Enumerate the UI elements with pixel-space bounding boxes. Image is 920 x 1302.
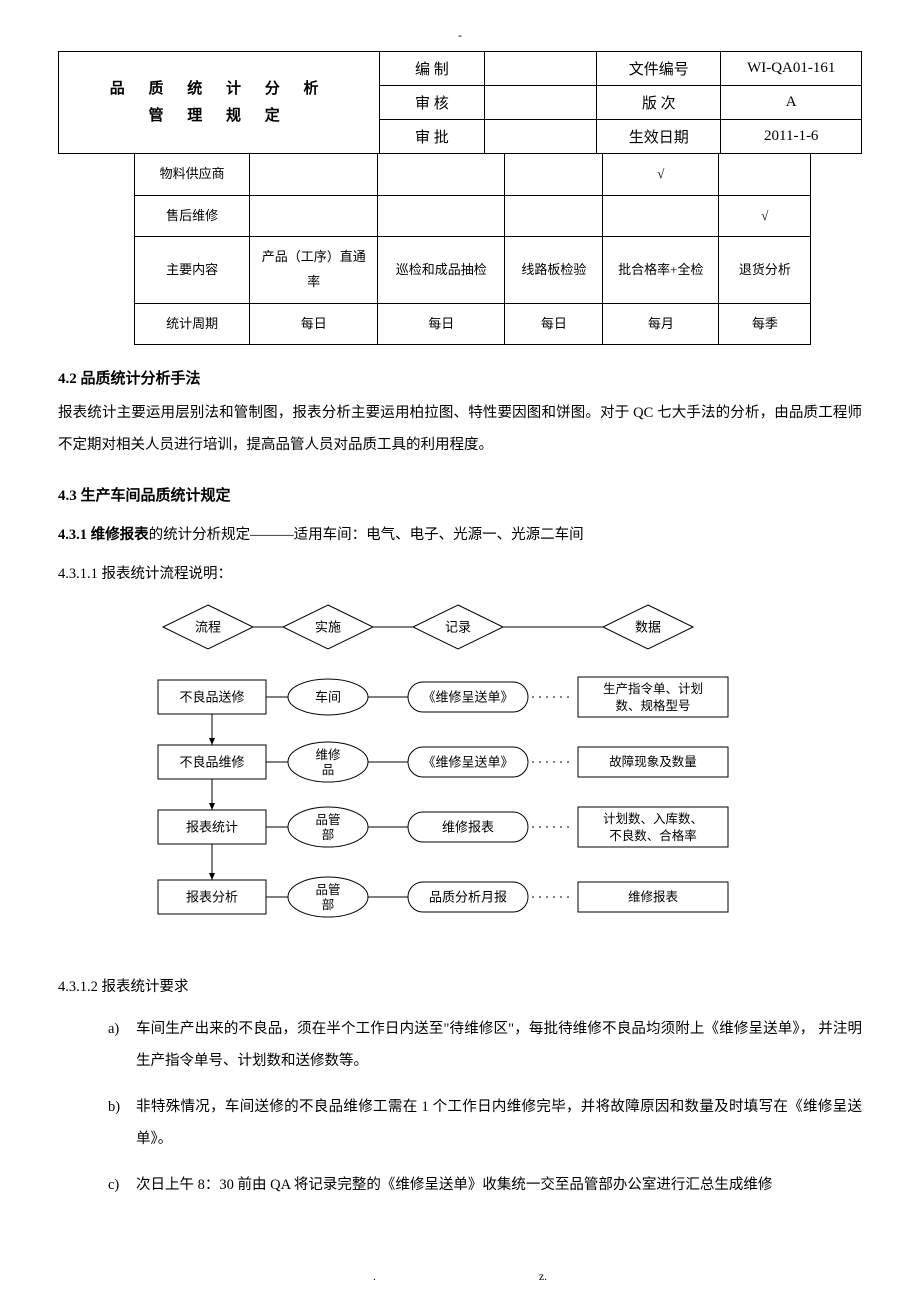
hdr-1-value [484, 86, 596, 120]
cell: 每月 [603, 303, 719, 345]
cell [603, 195, 719, 237]
doc-title: 品 质 统 计 分 析 管 理 规 定 [59, 52, 380, 154]
svg-text:维修: 维修 [315, 747, 341, 762]
cell [719, 154, 811, 196]
requirement-list: a) 车间生产出来的不良品，须在半个工作日内送至"待维修区"，每批待维修不良品均… [108, 1014, 862, 1201]
table-row: 物料供应商 √ [58, 154, 862, 196]
section-42-heading: 4.2 品质统计分析手法 [58, 367, 862, 388]
header-table: 品 质 统 计 分 析 管 理 规 定 编 制 文件编号 WI-QA01-161… [58, 51, 862, 154]
svg-text:报表统计: 报表统计 [186, 820, 238, 835]
svg-text:品管: 品管 [315, 882, 340, 897]
cell [378, 195, 505, 237]
cell: 每季 [719, 303, 811, 345]
svg-text:记录: 记录 [445, 620, 471, 635]
table-row: 主要内容 产品（工序）直通率 巡检和成品抽检 线路板检验 批合格率+全检 退货分… [58, 237, 862, 303]
cell: 售后维修 [134, 195, 250, 237]
footer-right: z. [539, 1269, 547, 1283]
cell [250, 195, 378, 237]
page: - 品 质 统 计 分 析 管 理 规 定 编 制 文件编号 WI-QA01-1… [0, 0, 920, 1302]
top-dash: - [58, 28, 862, 43]
svg-text:《维修呈送单》: 《维修呈送单》 [422, 690, 513, 705]
table-row: 售后维修 √ [58, 195, 862, 237]
svg-text:流程: 流程 [195, 620, 221, 635]
cell: 产品（工序）直通率 [250, 237, 378, 303]
hdr-0-rlabel: 文件编号 [596, 52, 720, 86]
svg-text:不良数、合格率: 不良数、合格率 [609, 828, 697, 843]
hdr-0-label: 编 制 [380, 52, 484, 86]
svg-text:报表分析: 报表分析 [186, 890, 238, 905]
hdr-1-label: 审 核 [380, 86, 484, 120]
section-4311-heading: 4.3.1.1 报表统计流程说明： [58, 562, 862, 583]
cell: 统计周期 [134, 303, 250, 345]
cell: 物料供应商 [134, 154, 250, 196]
cell: √ [603, 154, 719, 196]
cell: 巡检和成品抽检 [378, 237, 505, 303]
cell: 每日 [250, 303, 378, 345]
section-42-paragraph: 报表统计主要运用层别法和管制图，报表分析主要运用柏拉图、特性要因图和饼图。对于 … [58, 398, 862, 462]
cell [505, 154, 603, 196]
cell: 批合格率+全检 [603, 237, 719, 303]
hdr-0-value [484, 52, 596, 86]
hdr-2-label: 审 批 [380, 120, 484, 154]
svg-text:部: 部 [322, 827, 335, 842]
item-body: 非特殊情况，车间送修的不良品维修工需在 1 个工作日内维修完毕，并将故障原因和数… [136, 1092, 862, 1156]
svg-text:实施: 实施 [315, 620, 341, 635]
cell: 退货分析 [719, 237, 811, 303]
cell: √ [719, 195, 811, 237]
svg-text:数、规格型号: 数、规格型号 [615, 698, 690, 713]
cell [378, 154, 505, 196]
list-item: b) 非特殊情况，车间送修的不良品维修工需在 1 个工作日内维修完毕，并将故障原… [108, 1092, 862, 1156]
hdr-2-rlabel: 生效日期 [596, 120, 720, 154]
svg-text:《维修呈送单》: 《维修呈送单》 [422, 755, 513, 770]
hdr-1-rvalue: A [721, 86, 862, 120]
cell: 线路板检验 [505, 237, 603, 303]
cell [505, 195, 603, 237]
list-item: c) 次日上午 8：30 前由 QA 将记录完整的《维修呈送单》收集统一交至品管… [108, 1170, 862, 1202]
hdr-2-value [484, 120, 596, 154]
cell: 每日 [505, 303, 603, 345]
section-43-heading: 4.3 生产车间品质统计规定 [58, 484, 862, 505]
footer-left: . [373, 1269, 376, 1283]
svg-text:不良品送修: 不良品送修 [179, 690, 244, 705]
svg-text:品质分析月报: 品质分析月报 [429, 890, 507, 905]
flowchart-svg: 流程实施记录数据不良品送修车间《维修呈送单》生产指令单、计划数、规格型号不良品维… [118, 597, 758, 957]
hdr-2-rvalue: 2011-1-6 [721, 120, 862, 154]
hdr-1-rlabel: 版 次 [596, 86, 720, 120]
item-label: b) [108, 1092, 136, 1156]
section-431-bold: 4.3.1 维修报表 [58, 527, 149, 543]
title-line1: 品 质 统 计 分 析 [63, 76, 375, 103]
svg-text:生产指令单、计划: 生产指令单、计划 [603, 681, 703, 696]
flowchart: 流程实施记录数据不良品送修车间《维修呈送单》生产指令单、计划数、规格型号不良品维… [118, 597, 758, 957]
svg-text:维修报表: 维修报表 [442, 820, 494, 835]
svg-text:部: 部 [322, 897, 335, 912]
svg-text:品: 品 [322, 763, 335, 777]
cell [250, 154, 378, 196]
item-body: 车间生产出来的不良品，须在半个工作日内送至"待维修区"，每批待维修不良品均须附上… [136, 1014, 862, 1078]
content-table: 物料供应商 √ 售后维修 √ 主要内容 产品（工序）直通率 巡检和成品抽检 线路… [58, 153, 862, 345]
item-body: 次日上午 8：30 前由 QA 将记录完整的《维修呈送单》收集统一交至品管部办公… [136, 1170, 862, 1202]
section-4312-heading: 4.3.1.2 报表统计要求 [58, 975, 862, 996]
cell: 每日 [378, 303, 505, 345]
section-431-rest: 的统计分析规定———适用车间：电气、电子、光源一、光源二车间 [149, 527, 584, 543]
svg-text:故障现象及数量: 故障现象及数量 [609, 754, 697, 769]
title-line2: 管 理 规 定 [63, 103, 375, 130]
svg-text:数据: 数据 [635, 620, 661, 635]
item-label: c) [108, 1170, 136, 1202]
svg-text:维修报表: 维修报表 [628, 889, 679, 904]
list-item: a) 车间生产出来的不良品，须在半个工作日内送至"待维修区"，每批待维修不良品均… [108, 1014, 862, 1078]
table-row: 统计周期 每日 每日 每日 每月 每季 [58, 303, 862, 345]
svg-text:车间: 车间 [315, 690, 341, 705]
page-footer: . z. [0, 1269, 920, 1284]
svg-text:不良品维修: 不良品维修 [179, 755, 244, 770]
cell: 主要内容 [134, 237, 250, 303]
svg-text:品管: 品管 [315, 812, 340, 827]
item-label: a) [108, 1014, 136, 1078]
svg-text:计划数、入库数、: 计划数、入库数、 [603, 811, 703, 826]
section-431-heading: 4.3.1 维修报表的统计分析规定———适用车间：电气、电子、光源一、光源二车间 [58, 523, 862, 544]
hdr-0-rvalue: WI-QA01-161 [721, 52, 862, 86]
